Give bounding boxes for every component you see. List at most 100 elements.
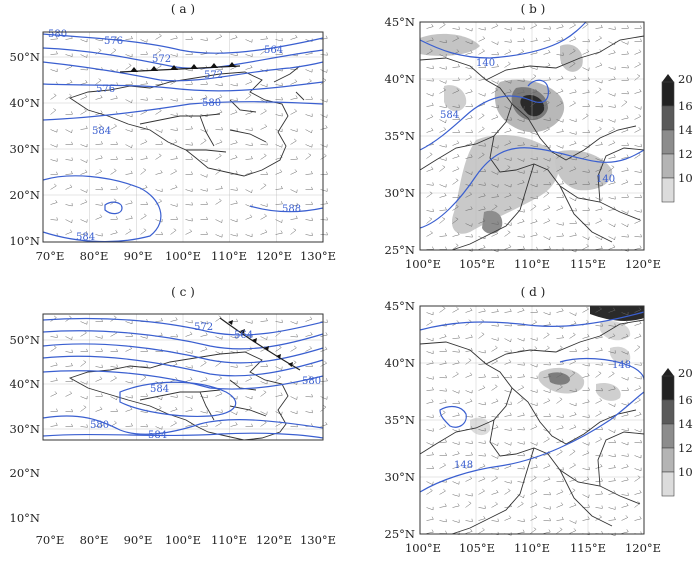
wind-barb xyxy=(556,24,564,29)
wind-barb xyxy=(569,166,577,172)
wind-barb xyxy=(621,223,629,228)
wind-barb xyxy=(634,385,642,391)
wind-barb xyxy=(530,37,538,42)
panel-a-frame xyxy=(42,31,324,243)
wind-barb xyxy=(595,347,603,352)
wind-barb xyxy=(582,442,590,446)
wind-barb xyxy=(478,428,486,432)
wind-barb xyxy=(140,97,148,101)
wind-barb xyxy=(517,89,525,94)
wind-barb xyxy=(608,333,616,339)
wind-barb xyxy=(80,381,88,385)
contour-label: 148 xyxy=(612,360,631,371)
wind-barb xyxy=(569,89,577,94)
wind-barb xyxy=(530,527,537,534)
wind-barb xyxy=(556,425,564,430)
wind-barb xyxy=(426,114,434,120)
wind-barb xyxy=(478,27,486,31)
wind-barb xyxy=(50,334,58,338)
wind-barb xyxy=(95,318,103,322)
wind-barb xyxy=(50,391,58,397)
colorbar-tick-label: 16 xyxy=(678,99,693,113)
wind-barb xyxy=(569,36,577,42)
wind-barb xyxy=(426,399,434,404)
colorbar-segment xyxy=(661,423,675,449)
wind-barb xyxy=(452,360,460,365)
wind-barb xyxy=(245,362,253,367)
wind-barb xyxy=(426,166,434,172)
wind-barb xyxy=(452,481,460,485)
wind-barb xyxy=(95,78,102,85)
wind-barb xyxy=(110,95,118,100)
wind-barb xyxy=(478,152,485,159)
wind-barb xyxy=(582,49,590,55)
wind-barb xyxy=(215,409,223,413)
wind-barb xyxy=(504,61,511,68)
wind-barb xyxy=(170,35,178,40)
wind-barb xyxy=(582,504,590,508)
wind-barb xyxy=(215,94,223,100)
wind-barb xyxy=(530,375,538,379)
contour-label: 584 xyxy=(148,430,167,441)
wind-barb xyxy=(530,74,537,81)
panel-d-frame xyxy=(419,305,645,535)
wind-barb xyxy=(478,349,486,354)
wind-barb xyxy=(200,138,207,145)
wind-barb xyxy=(608,180,616,185)
wind-barb xyxy=(305,217,313,222)
panel-c: ( c ) xyxy=(10,285,337,547)
colorbar-tick-label: 16 xyxy=(678,393,693,407)
wind-barb xyxy=(275,51,283,55)
panel-d-contours xyxy=(419,311,645,493)
wind-barb xyxy=(426,311,434,316)
wind-barb xyxy=(530,309,538,313)
wind-barb xyxy=(569,197,577,202)
wind-barb xyxy=(504,515,512,521)
wind-barb xyxy=(320,78,327,85)
wind-barb xyxy=(582,181,590,185)
wind-barb xyxy=(582,516,590,521)
wind-barb xyxy=(452,77,460,81)
wind-barb xyxy=(543,463,551,469)
wind-barb xyxy=(80,405,87,412)
wind-barb xyxy=(275,154,283,160)
wind-barb xyxy=(230,233,238,237)
wind-barb xyxy=(215,185,223,190)
wind-barb xyxy=(260,108,267,115)
wind-barb xyxy=(621,377,629,381)
colorbar-tick-label: 12 xyxy=(678,147,693,161)
wind-barb xyxy=(275,219,283,223)
wind-barb xyxy=(634,218,642,224)
wind-barb xyxy=(634,38,642,42)
wind-barb xyxy=(595,410,602,417)
x-tick-label: 120°E xyxy=(625,257,661,271)
wind-barb xyxy=(245,64,253,70)
wind-barb xyxy=(465,115,473,120)
wind-barb xyxy=(478,193,486,198)
wind-barb xyxy=(543,205,551,211)
wind-barb xyxy=(504,359,512,365)
wind-barb xyxy=(185,81,193,85)
wind-barb xyxy=(478,374,486,378)
wind-barb xyxy=(569,449,576,456)
wind-barb xyxy=(491,80,499,84)
wind-barb xyxy=(426,217,433,224)
wind-barb xyxy=(275,319,283,323)
x-tick-label: 100°E xyxy=(165,249,201,263)
wind-barb xyxy=(65,93,72,100)
wind-barb xyxy=(125,170,133,175)
wind-barb xyxy=(465,440,473,444)
wind-barb xyxy=(125,35,133,40)
wind-barb xyxy=(491,193,499,198)
wind-barb xyxy=(215,219,223,223)
wind-barb xyxy=(452,178,459,185)
wind-barb xyxy=(608,93,616,97)
wind-barb xyxy=(200,188,208,192)
wind-barb xyxy=(478,143,486,147)
contour-label: 584 xyxy=(440,110,459,121)
wind-barb xyxy=(65,170,73,175)
wind-barb xyxy=(608,66,616,70)
wind-barb xyxy=(491,489,499,495)
wind-barb xyxy=(452,493,460,497)
wind-barb xyxy=(465,463,473,469)
